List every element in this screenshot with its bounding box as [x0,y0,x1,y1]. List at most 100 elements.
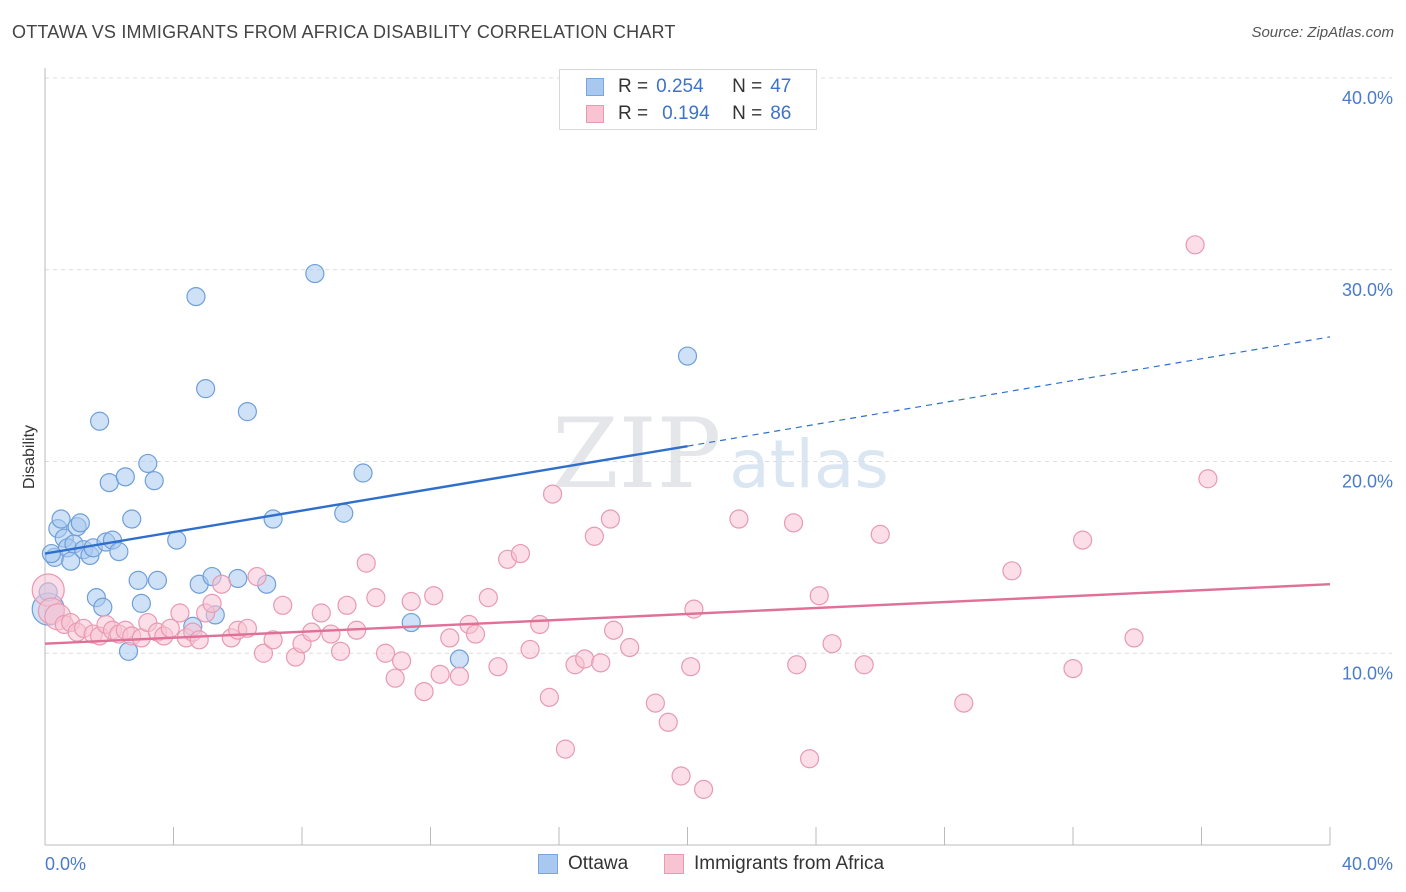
data-point [584,526,604,546]
y-axis-label: Disability [21,425,38,489]
bottom-legend-ottawa: Ottawa [538,852,628,876]
data-point [729,509,749,529]
data-point [202,593,222,613]
data-point [671,766,691,786]
source-label: Source: ZipAtlas.com [1251,24,1394,41]
data-point [263,630,283,650]
data-point [147,570,168,590]
legend-swatch-africa [586,105,604,123]
data-point [167,530,187,550]
data-point [681,657,701,677]
x-tick-label-min: 0.0% [45,854,86,874]
watermark: ZIP atlas [552,398,889,510]
data-point [196,379,216,399]
data-point [787,655,807,675]
data-point [160,618,180,638]
data-point [600,509,621,529]
data-point [799,749,820,769]
data-point [186,286,206,307]
data-point [273,595,293,615]
data-point [539,687,559,707]
data-point [1063,658,1083,679]
data-point [591,653,611,673]
data-point [520,639,540,660]
data-point [356,553,376,573]
data-point [1185,235,1205,255]
bottom-legend-label-ottawa: Ottawa [568,853,629,874]
data-point [90,411,110,431]
legend-row-africa: R = 0.194 N = 86 [586,103,791,125]
trend-layer [44,336,1331,645]
data-point [353,463,373,483]
data-point [375,643,396,663]
data-point [391,651,412,671]
legend-r-label: R = [618,103,649,124]
series-layer [31,235,1218,799]
data-point [109,542,129,562]
data-point [99,472,119,493]
bottom-legend-africa: Immigrants from Africa [664,852,884,876]
legend-n-value: 86 [770,103,792,124]
data-point [70,513,90,533]
data-point [822,634,842,654]
legend-r-value: 0.194 [662,103,710,124]
legend-swatch-ottawa [586,78,604,96]
data-point [510,543,531,564]
data-point [542,484,563,504]
data-point [1124,628,1144,648]
data-point [385,668,405,688]
tick-layer: 10.0% 20.0% 30.0% 40.0% 0.0% 40.0% Disability [21,88,1393,874]
legend-row-ottawa: R = 0.254 N = 47 [586,76,791,98]
data-point [430,664,450,684]
data-point [870,524,890,544]
y-tick-label: 30.0% [1342,280,1393,300]
data-point [854,655,874,675]
data-point [263,509,283,529]
data-point [693,779,714,799]
data-point [424,586,444,606]
grid-lines [45,77,1392,654]
data-point [305,263,325,284]
bottom-legend-swatch-ottawa [538,854,558,874]
data-point [465,624,486,644]
y-tick-label: 40.0% [1342,88,1393,108]
stats-legend: R = 0.254 N = 47 R = 0.194 N = 86 [559,69,817,130]
data-point [620,637,640,658]
data-point [449,666,470,686]
data-point [93,597,113,617]
data-point [954,693,974,713]
series-ottawa [31,263,698,669]
y-tick-label: 20.0% [1342,472,1393,492]
data-point [170,603,190,623]
data-point [677,346,698,366]
data-point [1073,530,1093,550]
data-point [247,566,267,587]
x-tick-label-max: 40.0% [1342,854,1393,874]
data-point [530,614,550,635]
watermark-atlas: atlas [729,426,889,503]
trend-line-immigrants-from-africa [44,583,1331,645]
series-immigrants-from-africa [31,235,1218,799]
legend-r-label: R = [618,76,649,97]
data-point [604,620,624,640]
data-point [321,624,341,644]
data-point [189,630,209,650]
axes [44,68,1331,846]
data-point [253,643,274,663]
data-point [783,513,804,533]
data-point [645,693,665,713]
data-point [401,612,421,633]
data-point [488,657,508,677]
legend-n-label: N = [732,103,763,124]
data-point [449,649,470,669]
data-point [809,586,829,606]
legend-n-label: N = [732,76,763,97]
data-point [414,681,434,702]
data-point [440,628,460,648]
data-point [237,402,257,422]
bottom-legend-label-africa: Immigrants from Africa [694,853,885,874]
data-point [658,712,678,732]
data-point [366,588,386,608]
data-point [684,599,704,619]
data-point [334,503,354,523]
